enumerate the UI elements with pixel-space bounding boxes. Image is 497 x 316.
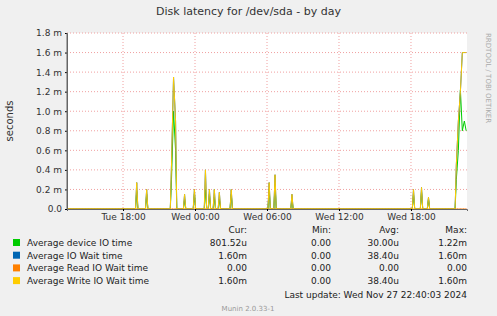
tick: Wed 12:00	[315, 209, 364, 222]
tick: 0.4 m	[36, 165, 67, 175]
legend-value: 1.60m	[438, 251, 467, 261]
legend-value: 1.60m	[218, 251, 247, 261]
legend-header: Min:	[312, 225, 331, 235]
legend-value: 0.00	[227, 263, 247, 273]
grid-line	[67, 169, 467, 170]
tick: 0.6 m	[36, 146, 67, 156]
tick-label: 1.6 m	[36, 48, 62, 58]
legend-value: 801.52u	[210, 238, 247, 248]
tick-label: 0.8 m	[36, 126, 62, 136]
legend-header: Cur:	[228, 225, 247, 235]
axis-line	[65, 34, 68, 210]
legend-value: 0.00	[311, 238, 331, 248]
tick: 1.0 m	[36, 107, 67, 117]
tick-label: 1.0 m	[36, 107, 62, 117]
grid-line	[67, 52, 467, 53]
legend-value: 0.00	[311, 251, 331, 261]
series-line	[67, 53, 466, 209]
legend-label: Average Write IO Wait time	[27, 276, 150, 286]
legend-value: 38.40u	[368, 251, 399, 261]
legend-swatch	[13, 264, 20, 271]
background	[0, 0, 497, 316]
tick: 0.8 m	[36, 126, 67, 136]
tick-label: 1.2 m	[36, 87, 62, 97]
tick: 1.6 m	[36, 48, 67, 58]
y-axis: 0.0 0.2 m 0.4 m 0.6 m 0.8 m 1.0 m 1.2 m 1.4 m 1.…	[36, 28, 67, 214]
axis-line	[67, 33, 68, 209]
axis-title: seconds	[4, 101, 15, 142]
tick-label: 0.6 m	[36, 146, 62, 156]
legend-value: 1.60m	[218, 276, 247, 286]
grid-line	[338, 33, 339, 209]
grid-line	[195, 33, 196, 209]
legend-header: Avg:	[379, 225, 399, 235]
tick: Wed 06:00	[243, 209, 292, 222]
tick-label: Wed 12:00	[315, 212, 364, 222]
legend-value: 1.60m	[438, 276, 467, 286]
tick: Wed 18:00	[387, 209, 436, 222]
legend-value: 0.00	[311, 263, 331, 273]
legend: Cur: Min: Avg: Max: Average device IO time 80…	[13, 225, 467, 286]
grid-line	[67, 130, 467, 131]
tick-mark	[123, 209, 124, 211]
tick: 0.0	[48, 204, 67, 214]
legend-value: 1.22m	[438, 238, 467, 248]
tick-label: 0.2 m	[36, 185, 62, 195]
tick-label: 1.4 m	[36, 67, 62, 77]
tick: 1.8 m	[36, 28, 67, 38]
tick-label: 0.4 m	[36, 165, 62, 175]
legend-value: 38.40u	[368, 276, 399, 286]
title: Disk latency for /dev/sda - by day	[156, 5, 341, 18]
legend-value: 30.00u	[368, 238, 399, 248]
tick-label: Wed 00:00	[171, 212, 220, 222]
tick: 1.4 m	[36, 67, 67, 77]
tick-label: Wed 06:00	[243, 212, 292, 222]
chart: Disk latency for /dev/sda - by day 0.0 0.2…	[0, 0, 497, 316]
tick-label: 0.0	[48, 204, 63, 214]
tick-label: 1.8 m	[36, 28, 62, 38]
tick: 0.2 m	[36, 185, 67, 195]
legend-label: Average Read IO Wait time	[27, 263, 148, 273]
legend-header: Max:	[445, 225, 467, 235]
grid-line	[267, 33, 268, 209]
tick-mark	[195, 209, 196, 211]
grid-line	[67, 91, 467, 92]
tick: Wed 00:00	[171, 209, 220, 222]
legend-value: 0.00	[447, 263, 467, 273]
tick-label: Tue 18:00	[100, 212, 145, 222]
tick: 1.2 m	[36, 87, 67, 97]
plot-area	[67, 33, 467, 209]
grid-line	[123, 33, 124, 209]
legend-label: Average IO Wait time	[27, 251, 123, 261]
legend-label: Average device IO time	[27, 238, 133, 248]
legend-value: 0.00	[311, 276, 331, 286]
series-line	[67, 90, 466, 209]
watermark: RRDTOOL / TOBI OETIKER	[484, 33, 492, 123]
tick-label: Wed 18:00	[387, 212, 436, 222]
grid-line	[410, 33, 411, 209]
x-axis: Tue 18:00 Wed 00:00 Wed 06:00 Wed 12:00 Wed …	[68, 209, 468, 222]
tick-mark	[267, 209, 268, 211]
axis-line	[68, 210, 468, 212]
legend-swatch	[13, 239, 20, 246]
tick: Tue 18:00	[100, 209, 145, 222]
footer: Last update: Wed Nov 27 22:40:03 2024	[284, 290, 467, 300]
series-group	[67, 53, 466, 209]
tick-mark	[65, 209, 67, 210]
credit: Munin 2.0.33-1	[222, 305, 275, 313]
legend-swatch	[13, 277, 20, 284]
legend-swatch	[13, 252, 20, 259]
legend-value: 0.00	[379, 263, 399, 273]
tick-mark	[411, 209, 412, 211]
series-line	[67, 53, 466, 209]
tick-mark	[339, 209, 340, 211]
grid	[67, 33, 467, 209]
